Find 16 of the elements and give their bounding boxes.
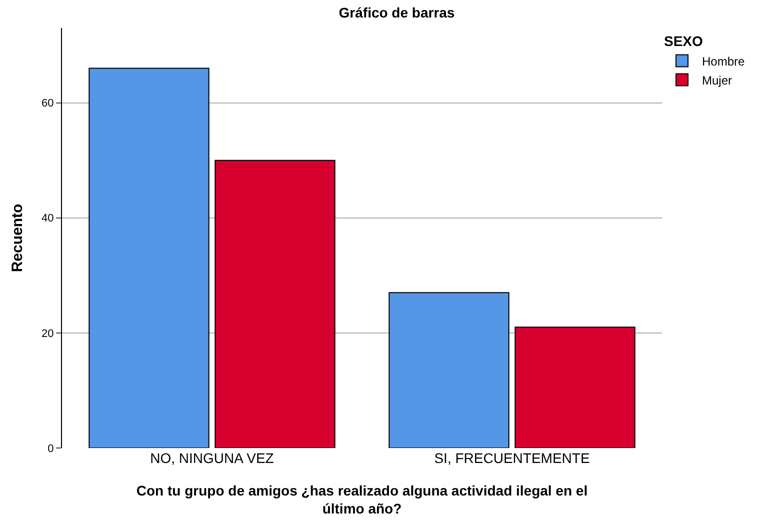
bar <box>214 160 336 448</box>
x-tick-label: NO, NINGUNA VEZ <box>150 450 274 466</box>
y-axis-title: Recuento <box>8 204 26 272</box>
bar <box>88 68 210 448</box>
bar <box>514 326 636 448</box>
legend-title: SEXO <box>664 33 704 50</box>
y-tick-label: 20 <box>42 328 54 340</box>
x-tick-label: SI, FRECUENTEMENTE <box>434 450 590 466</box>
x-axis-title: Con tu grupo de amigos ¿has realizado alguna actividad ilegal en el último año? <box>136 482 588 516</box>
chart-title: Gráfico de barras <box>338 4 455 21</box>
legend-label: Mujer <box>702 73 732 88</box>
y-tick-label: 60 <box>42 98 54 110</box>
bar <box>388 292 510 448</box>
y-tick-label: 40 <box>42 212 54 225</box>
y-tick-label: 0 <box>48 442 54 455</box>
legend-label: Hombre <box>702 54 746 68</box>
